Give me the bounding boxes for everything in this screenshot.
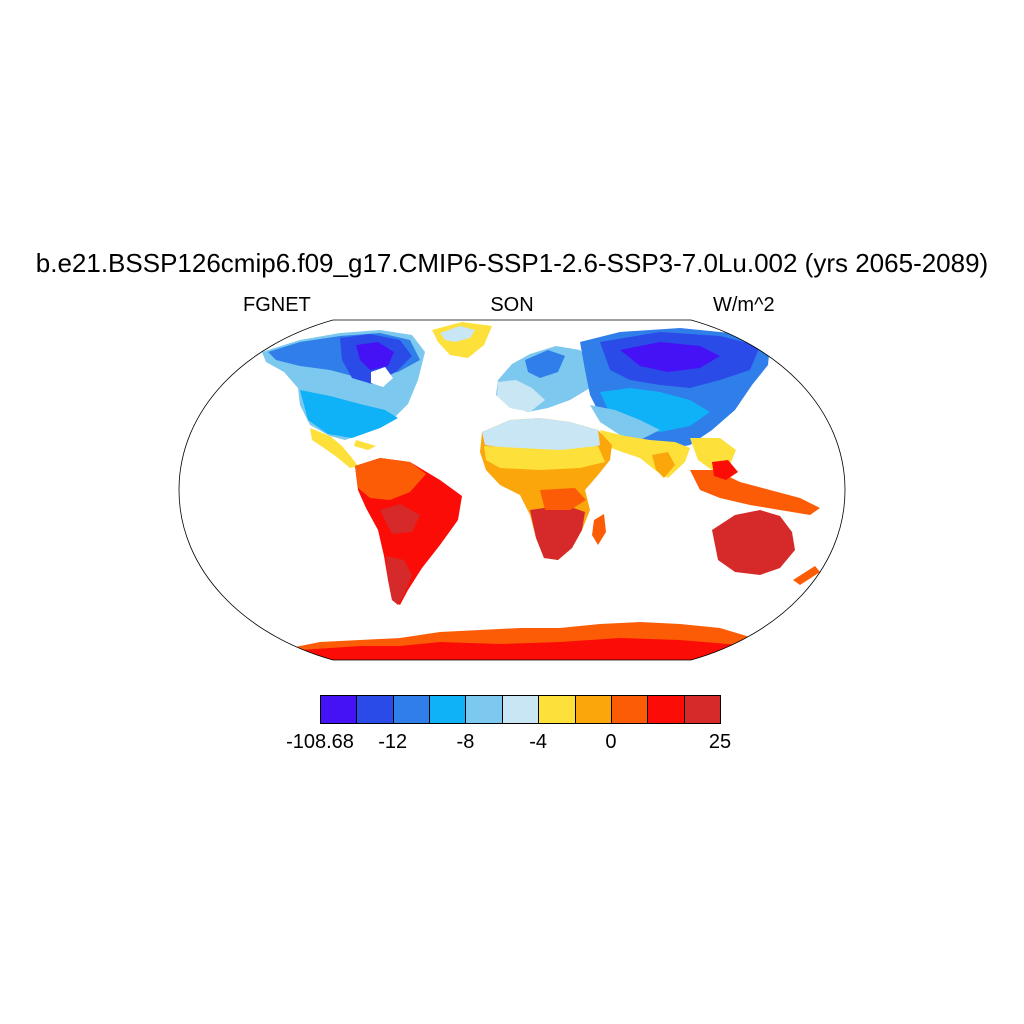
colorbar-box	[610, 695, 649, 724]
central-america-region	[310, 428, 358, 468]
colorbar-tick-label: -108.68	[286, 731, 354, 753]
variable-label: FGNET	[243, 294, 311, 316]
map-boundary	[178, 319, 846, 661]
colorbar-box	[574, 695, 612, 724]
colorbar-box	[320, 695, 358, 724]
season-label: SON	[490, 294, 534, 316]
colorbar-box	[429, 695, 467, 724]
colorbar-tick-label: -8	[456, 731, 475, 753]
units-label: W/m^2	[713, 294, 775, 316]
colorbar-tick-label: 25	[708, 731, 732, 753]
colorbar-tick-label: 0	[605, 731, 617, 753]
colorbar-box	[465, 695, 503, 724]
map-title: b.e21.BSSP126cmip6.f09_g17.CMIP6-SSP1-2.…	[35, 248, 989, 278]
colorbar-box	[538, 695, 576, 724]
australia-region	[712, 510, 795, 575]
colorbar-box	[356, 695, 394, 724]
colorbar-box	[501, 695, 540, 724]
southeast-asia-region	[690, 470, 820, 515]
colorbar-tick-label: -12	[378, 731, 408, 753]
colorbar-tick-label: -4	[529, 731, 548, 753]
colorbar-box	[647, 695, 685, 724]
colorbar-box	[683, 695, 721, 724]
colorbar-box	[392, 695, 431, 724]
